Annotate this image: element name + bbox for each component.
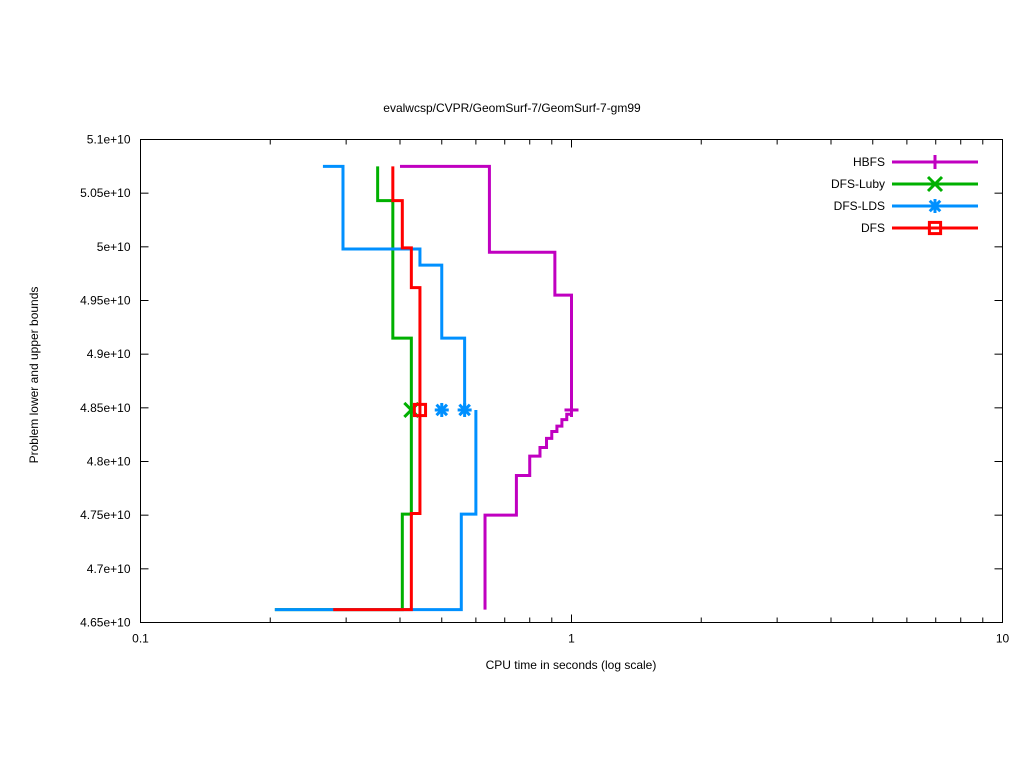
series-marker-square: [412, 402, 428, 418]
y-tick-label: 4.8e+10: [87, 455, 131, 469]
series-dfs-luby-upper-bound: [376, 166, 413, 410]
y-tick-label: 5.05e+10: [80, 186, 131, 200]
y-tick-label: 4.65e+10: [80, 616, 131, 630]
y-tick-label: 4.7e+10: [87, 562, 131, 576]
y-tick-label: 4.95e+10: [80, 294, 131, 308]
series-marker-asterisk: [928, 199, 942, 213]
x-tick-label: 0.1: [132, 632, 149, 646]
legend-label-dfs: DFS: [861, 221, 885, 235]
legend-label-hbfs: HBFS: [853, 155, 885, 169]
series-hbfs: [399, 164, 579, 610]
legend-label-dfs-lds: DFS-LDS: [834, 199, 885, 213]
series-hbfs-lower-bound: [483, 409, 573, 610]
series-dfs-upper-bound: [391, 166, 422, 410]
series-marker-plus: [564, 402, 579, 417]
x-tick-label: 10: [996, 632, 1010, 646]
chart-title: evalwcsp/CVPR/GeomSurf-7/GeomSurf-7-gm99: [383, 101, 641, 115]
plot-legend: HBFS DFS-Luby DFS-LDS DFS: [831, 155, 978, 236]
y-tick-label: 4.75e+10: [80, 508, 131, 522]
y-tick-label: 4.9e+10: [87, 347, 131, 361]
y-tick-label: 5.1e+10: [87, 133, 131, 147]
series-hbfs-upper-bound: [399, 164, 573, 410]
series-marker-asterisk: [434, 402, 449, 417]
series-marker-square: [927, 220, 943, 236]
series-dfs: [333, 166, 428, 612]
series-dfs-lower-bound: [333, 409, 422, 612]
y-tick-label: 5e+10: [97, 240, 131, 254]
x-tick-label: 1: [568, 632, 575, 646]
series-marker-plus: [928, 155, 942, 169]
x-axis-label: CPU time in seconds (log scale): [485, 658, 657, 672]
series-marker-asterisk: [457, 402, 472, 417]
series-dfs-lds-upper-bound: [322, 164, 467, 410]
series-marker-cross: [926, 175, 944, 193]
plot-series: [274, 164, 579, 612]
y-tick-label: 4.85e+10: [80, 401, 131, 415]
legend-label-dfs-luby: DFS-Luby: [831, 177, 885, 191]
